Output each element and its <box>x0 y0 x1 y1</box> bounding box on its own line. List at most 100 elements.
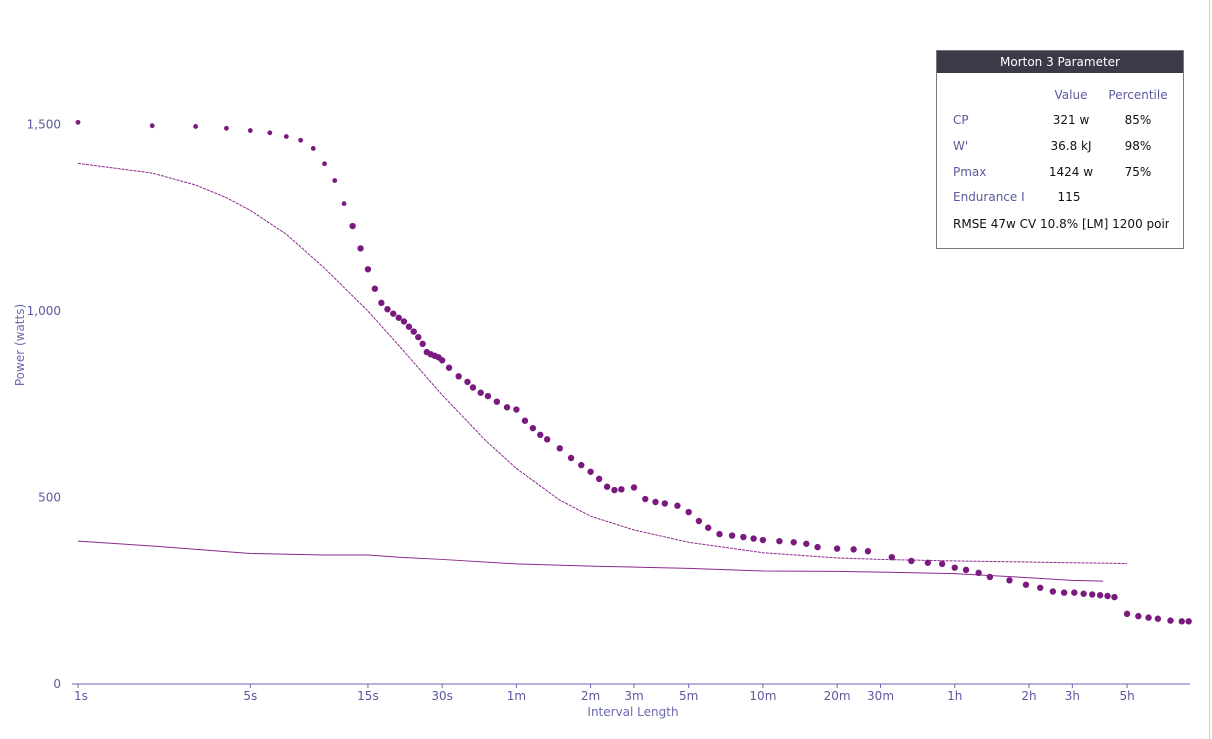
x-tick-label: 3m <box>624 689 643 703</box>
x-axis-title: Interval Length <box>587 705 678 719</box>
mean-max-point <box>630 484 638 491</box>
param-value: 36.8 kJ <box>1050 139 1092 153</box>
mean-max-point <box>503 404 511 411</box>
mean-max-point <box>790 539 797 546</box>
mean-max-point <box>1049 588 1057 595</box>
mean-max-point <box>864 548 872 555</box>
mean-max-point <box>1154 615 1162 622</box>
x-tick-label: 1m <box>507 689 526 703</box>
mean-max-point <box>1089 591 1096 598</box>
mean-max-point <box>578 461 585 469</box>
mean-max-point <box>537 431 544 439</box>
mean-max-point <box>469 384 477 391</box>
mean-max-point <box>298 137 304 143</box>
mean-max-point <box>400 318 408 325</box>
mean-max-point <box>814 543 821 551</box>
mean-max-point <box>716 530 723 538</box>
mean-max-point <box>924 559 932 566</box>
param-row-w-prime: W' 36.8 kJ 98% <box>937 139 1183 159</box>
mean-max-point <box>341 201 347 207</box>
mean-max-point <box>642 495 649 503</box>
model-cp-line <box>77 540 1104 582</box>
mean-max-point <box>750 535 757 542</box>
model-box-title: Morton 3 Parameter <box>937 51 1183 73</box>
mean-max-point <box>962 566 970 574</box>
mean-max-point <box>410 328 417 335</box>
param-value: 1424 w <box>1048 165 1094 179</box>
mean-max-point <box>484 392 492 400</box>
mean-max-point <box>464 378 471 386</box>
mean-max-point <box>888 554 896 561</box>
param-row-cp: CP 321 w 85% <box>937 113 1183 133</box>
percentile-column-header: Percentile <box>1108 88 1168 102</box>
mean-max-point <box>267 130 273 136</box>
x-tick-label: 15s <box>357 689 379 703</box>
mean-max-point <box>1096 592 1104 599</box>
mean-max-point <box>1167 617 1174 624</box>
x-tick-label: 1s <box>74 689 88 703</box>
mean-max-point <box>405 323 413 330</box>
mean-max-point <box>247 128 253 133</box>
mean-max-point <box>1111 593 1118 601</box>
mean-max-point <box>1104 592 1111 600</box>
x-tick-label: 10m <box>749 689 776 703</box>
x-tick-label: 30s <box>431 689 453 703</box>
mean-max-point <box>740 533 747 541</box>
mean-max-point <box>455 373 462 380</box>
mean-max-point <box>477 389 484 396</box>
mean-max-point <box>1037 584 1044 591</box>
mean-max-point <box>322 161 327 167</box>
mean-max-point <box>1135 612 1142 620</box>
mean-max-point <box>419 340 426 348</box>
mean-max-point <box>193 124 199 129</box>
model-curve-line <box>77 162 1128 565</box>
mean-max-point <box>674 502 681 509</box>
param-name: Pmax <box>953 165 987 179</box>
mean-max-point <box>149 123 155 129</box>
mean-max-point <box>603 483 611 490</box>
y-tick-label: 500 <box>38 491 61 505</box>
mean-max-point <box>975 569 982 577</box>
mean-max-point <box>661 500 669 507</box>
param-name: Endurance Index <box>953 190 1025 204</box>
mean-max-point <box>685 508 692 516</box>
param-percentile: 85% <box>1124 113 1152 127</box>
mean-max-point <box>938 560 946 568</box>
mean-max-point <box>513 406 520 413</box>
mean-max-point <box>587 468 594 475</box>
x-tick-label: 2h <box>1021 689 1036 703</box>
rmse-summary: RMSE 47w CV 10.8% [LM] 1200 points [LM] <box>953 217 1169 231</box>
x-tick-label: 3h <box>1065 689 1080 703</box>
mean-max-point <box>390 310 397 317</box>
series-layer <box>75 119 1192 625</box>
mean-max-point <box>1022 581 1030 588</box>
y-tick-label: 1,500 <box>27 118 61 132</box>
mean-max-point <box>1185 618 1192 625</box>
mean-max-point <box>705 524 712 531</box>
mean-max-point <box>556 445 563 452</box>
param-percentile: 98% <box>1124 139 1152 153</box>
mean-max-point <box>759 536 767 544</box>
x-axis-ticks: 1s 5s 15s 30s 1m 2m 3m 5m 10m 20m 30m 1h 2h 3h 5h <box>74 684 1135 703</box>
mean-max-point <box>850 546 857 553</box>
mean-max-point <box>833 545 841 552</box>
mean-max-point <box>1060 589 1068 596</box>
mean-max-point <box>364 266 372 273</box>
x-tick-label: 2m <box>581 689 600 703</box>
mean-max-point <box>75 119 81 125</box>
y-axis-ticks: 0 500 1,000 1,500 <box>27 118 61 691</box>
mean-max-point <box>283 134 289 139</box>
param-row-endurance-index: Endurance Index 115 <box>937 190 1183 210</box>
param-value: 321 w <box>1052 113 1090 127</box>
mean-max-point <box>521 417 529 424</box>
param-name: CP <box>953 113 969 127</box>
x-tick-label: 20m <box>824 689 851 703</box>
mean-max-point <box>728 532 736 539</box>
mean-max-point <box>652 498 659 506</box>
mean-max-point <box>357 245 364 252</box>
mean-max-point <box>378 299 385 307</box>
param-name: W' <box>953 139 969 153</box>
mean-max-point <box>695 517 703 525</box>
value-column-header: Value <box>1054 88 1088 102</box>
